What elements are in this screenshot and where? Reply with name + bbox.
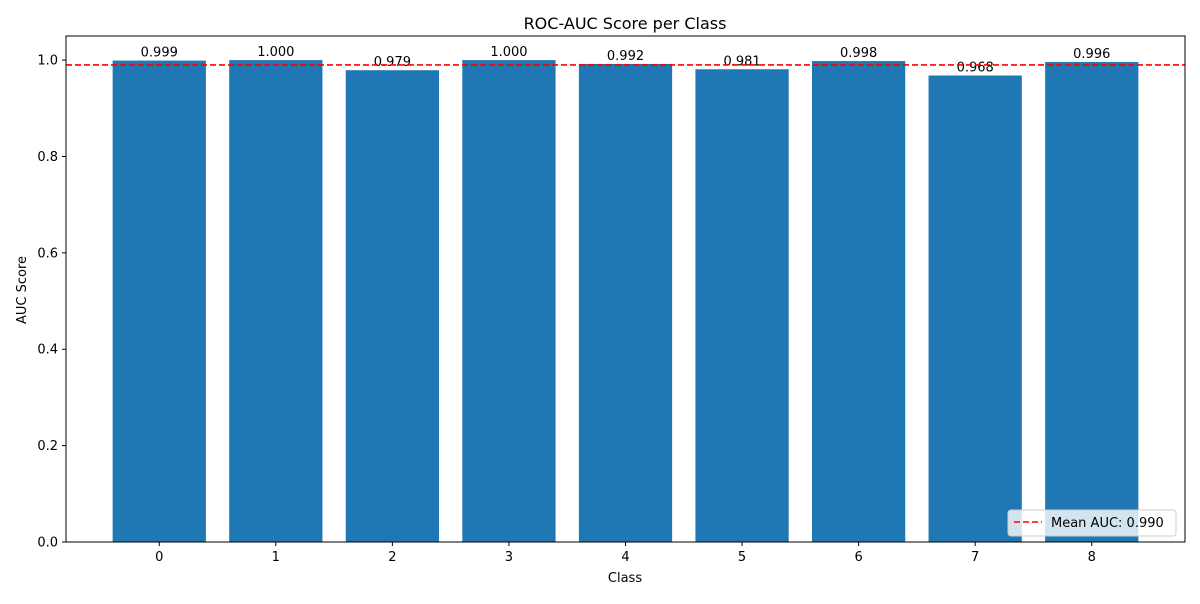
bar-class-2 <box>345 70 439 542</box>
legend-label: Mean AUC: 0.990 <box>1051 516 1164 531</box>
bar-value-label: 0.996 <box>1073 47 1110 62</box>
x-tick-label: 5 <box>738 550 746 565</box>
axes-layer: 0.0 0.2 0.4 0.6 0.8 1.0 0 1 2 3 4 5 6 7 8 <box>37 35 1186 565</box>
bars-layer <box>112 60 1139 543</box>
x-tick-label: 2 <box>388 550 396 565</box>
x-tick-label: 4 <box>621 550 629 565</box>
bar-value-label: 0.998 <box>840 46 877 61</box>
bar-class-4 <box>578 63 673 542</box>
y-tick-label: 0.4 <box>37 343 58 358</box>
y-tick-label: 0.6 <box>37 246 58 261</box>
x-axis-label: Class <box>608 571 642 586</box>
x-tick-label: 8 <box>1088 550 1096 565</box>
bar-class-3 <box>462 60 556 542</box>
y-tick-label: 0.2 <box>37 439 58 454</box>
chart-title: ROC-AUC Score per Class <box>524 14 727 33</box>
y-axis-label: AUC Score <box>15 256 30 324</box>
y-tick-label: 0.0 <box>37 536 58 551</box>
bar-value-label: 0.999 <box>141 46 178 61</box>
bar-value-label: 0.992 <box>607 49 644 64</box>
x-tick-label: 6 <box>854 550 862 565</box>
x-tick-label: 3 <box>505 550 513 565</box>
bar-class-7 <box>928 75 1022 543</box>
bar-class-8 <box>1045 62 1139 543</box>
x-tick-label: 0 <box>155 550 163 565</box>
legend: Mean AUC: 0.990 <box>1007 509 1177 537</box>
bar-class-6 <box>812 61 906 543</box>
bar-value-label: 0.979 <box>374 55 411 70</box>
y-tick-label: 0.8 <box>37 150 58 165</box>
bar-class-1 <box>229 60 323 542</box>
x-tick-label: 7 <box>971 550 979 565</box>
bar-class-0 <box>112 60 206 542</box>
bar-value-label: 0.981 <box>723 54 760 69</box>
bar-value-label: 1.000 <box>257 45 294 60</box>
legend-box <box>1007 509 1177 537</box>
bar-class-5 <box>695 69 789 542</box>
bar-value-label: 0.968 <box>957 61 994 76</box>
y-tick-label: 1.0 <box>37 54 58 69</box>
bar-value-label: 1.000 <box>490 45 527 60</box>
x-tick-label: 1 <box>272 550 280 565</box>
